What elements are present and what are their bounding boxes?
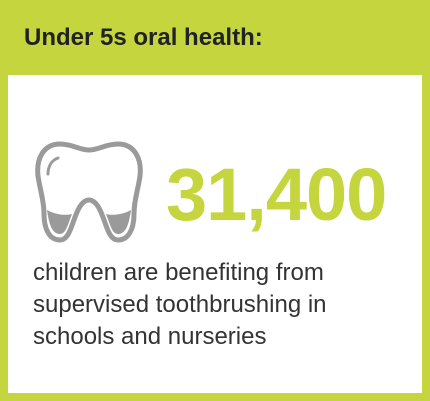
card-border: [0, 75, 430, 401]
header-bar: Under 5s oral health:: [0, 0, 430, 75]
card-border-right: [422, 0, 430, 401]
tooth-icon: [35, 141, 143, 243]
stat-description: children are benefiting from supervised …: [33, 257, 413, 353]
description-line: schools and nurseries: [33, 323, 267, 350]
description-line: supervised toothbrushing in: [33, 291, 327, 318]
description-line: children are benefiting from: [33, 259, 324, 286]
stat-value: 31,400: [166, 153, 387, 236]
header-title: Under 5s oral health:: [24, 24, 263, 51]
